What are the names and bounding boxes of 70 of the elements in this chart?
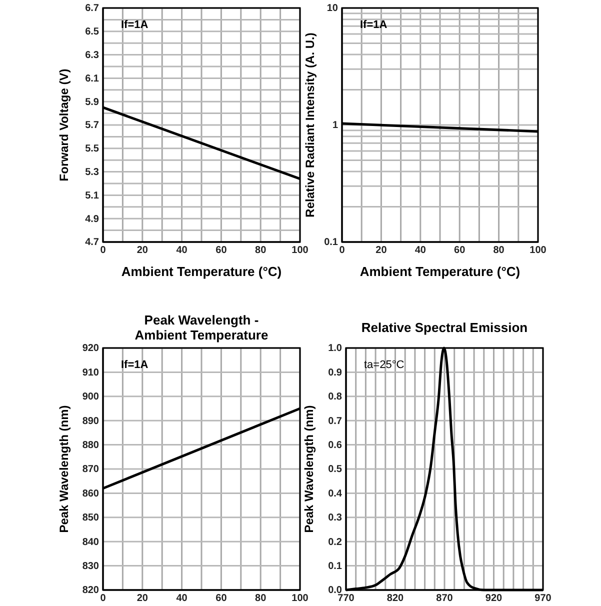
y-tick-label: 890 xyxy=(82,416,100,427)
y-tick-label: 6.3 xyxy=(85,50,100,61)
x-tick-label: 80 xyxy=(255,245,267,256)
x-tick-label: 40 xyxy=(414,245,426,256)
x-tick-label: 20 xyxy=(136,245,148,256)
y-tick-label: 900 xyxy=(82,392,100,403)
x-tick-label: 820 xyxy=(386,593,404,604)
x-tick-label: 920 xyxy=(485,593,503,604)
y-tick-label: 860 xyxy=(82,488,100,500)
y-axis-title: Peak Wavelength (nm) xyxy=(302,405,316,533)
y-tick-label: 10 xyxy=(326,3,338,14)
y-tick-label: 840 xyxy=(82,536,100,548)
x-tick-label: 100 xyxy=(292,245,309,256)
y-tick-label: 0.7 xyxy=(328,416,342,427)
y-tick-label: 820 xyxy=(82,585,100,596)
y-tick-label: 830 xyxy=(82,561,100,572)
y-tick-label: 0.5 xyxy=(328,464,342,476)
y-tick-label: 0.9 xyxy=(328,367,342,378)
y-tick-label: 870 xyxy=(82,464,100,476)
x-tick-label: 40 xyxy=(176,245,188,256)
y-tick-label: 4.9 xyxy=(85,214,100,225)
y-tick-label: 1 xyxy=(332,120,338,132)
y-axis-title: Relative Radiant Intensity (A. U.) xyxy=(303,32,317,218)
x-tick-label: 770 xyxy=(338,593,355,604)
y-tick-label: 1.0 xyxy=(328,343,342,354)
y-tick-label: 4.7 xyxy=(85,237,100,248)
y-tick-label: 6.5 xyxy=(85,26,100,38)
y-tick-label: 5.1 xyxy=(85,190,100,202)
y-axis-title: Peak Wavelength (nm) xyxy=(57,405,71,533)
x-tick-label: 0 xyxy=(339,245,346,256)
y-tick-label: 880 xyxy=(82,440,100,451)
annotation: If=1A xyxy=(121,19,148,31)
x-tick-label: 970 xyxy=(534,593,552,604)
y-tick-label: 6.1 xyxy=(85,73,100,84)
x-tick-label: 60 xyxy=(216,245,228,256)
y-tick-label: 0.2 xyxy=(328,536,342,548)
y-tick-label: 920 xyxy=(82,343,100,354)
y-tick-label: 0.6 xyxy=(328,440,342,451)
y-tick-label: 0.1 xyxy=(324,237,338,248)
y-tick-label: 910 xyxy=(82,367,100,378)
x-tick-label: 80 xyxy=(255,593,267,604)
y-tick-label: 0.1 xyxy=(328,561,342,572)
annotation: If=1A xyxy=(360,19,388,31)
x-tick-label: 40 xyxy=(176,593,188,604)
x-tick-label: 870 xyxy=(436,593,454,604)
x-axis-title: Ambient Temperature (°C) xyxy=(121,264,282,279)
annotation: ta=25°C xyxy=(364,359,404,371)
y-tick-label: 0.8 xyxy=(328,392,342,403)
y-tick-label: 850 xyxy=(82,512,100,524)
x-tick-label: 80 xyxy=(493,245,505,256)
x-tick-label: 100 xyxy=(530,245,547,256)
x-tick-label: 0 xyxy=(100,245,106,256)
x-axis-title: Ambient Temperature (°C) xyxy=(360,264,520,279)
x-tick-label: 0 xyxy=(100,593,106,604)
x-tick-label: 100 xyxy=(292,593,309,604)
y-tick-label: 6.7 xyxy=(85,3,100,14)
y-tick-label: 5.5 xyxy=(85,144,100,155)
y-axis-title: Forward Voltage (V) xyxy=(57,68,71,182)
y-tick-label: 5.3 xyxy=(85,167,100,178)
x-tick-label: 20 xyxy=(376,245,388,256)
y-tick-label: 0.3 xyxy=(328,512,342,524)
chart-title: Peak Wavelength - Ambient Temperature xyxy=(134,312,268,342)
x-tick-label: 60 xyxy=(216,593,228,604)
y-tick-label: 5.7 xyxy=(85,120,100,132)
x-tick-label: 20 xyxy=(136,593,148,604)
y-tick-label: 5.9 xyxy=(85,96,100,108)
annotation: If=1A xyxy=(121,359,148,371)
chart-title: Relative Spectral Emission xyxy=(361,320,528,335)
y-tick-label: 0.4 xyxy=(328,488,342,500)
x-tick-label: 60 xyxy=(454,245,466,256)
